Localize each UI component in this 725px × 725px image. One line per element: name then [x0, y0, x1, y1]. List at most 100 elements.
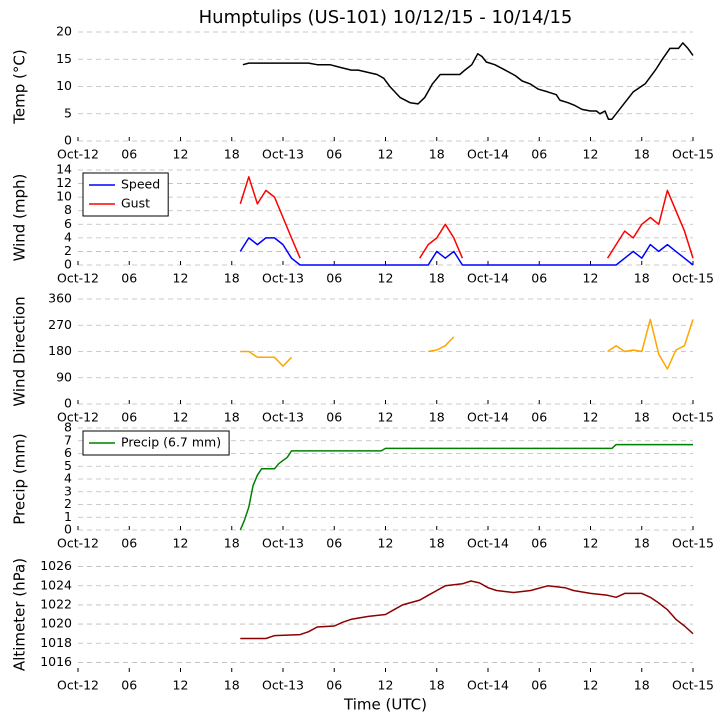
y-axis-label: Wind (mph)	[11, 174, 29, 262]
y-tick-label: 180	[48, 343, 72, 358]
x-tick-label: 06	[531, 536, 547, 551]
x-tick-label: 18	[224, 271, 240, 286]
y-tick-label: 2	[64, 496, 72, 511]
x-tick-label: 06	[326, 271, 342, 286]
x-tick-label: 18	[634, 678, 650, 693]
y-tick-label: 4	[64, 471, 72, 486]
legend-box	[82, 430, 230, 456]
x-tick-label: 12	[583, 147, 599, 162]
x-tick-label: 06	[121, 678, 137, 693]
x-tick-label: 18	[224, 147, 240, 162]
x-tick-label: 18	[224, 678, 240, 693]
series-line	[239, 176, 694, 259]
y-tick-label: 14	[56, 162, 72, 177]
x-tick-label: 18	[634, 147, 650, 162]
y-axis-label: Wind Direction	[11, 296, 29, 406]
x-tick-label: 12	[378, 410, 394, 425]
legend-label: Precip (6.7 mm)	[121, 435, 221, 450]
y-tick-label: 1018	[40, 635, 72, 650]
x-tick-label: 12	[173, 536, 189, 551]
x-tick-label: 12	[173, 410, 189, 425]
series-line	[240, 580, 694, 640]
x-tick-label: 06	[121, 271, 137, 286]
x-tick-label: 12	[583, 678, 599, 693]
y-tick-label: 3	[64, 483, 72, 498]
x-tick-label: 06	[326, 147, 342, 162]
x-tick-label: 18	[429, 410, 445, 425]
x-tick-label: Oct-12	[57, 271, 99, 286]
y-tick-label: 15	[56, 51, 72, 66]
x-tick-label: 12	[173, 678, 189, 693]
series-line	[239, 443, 693, 531]
x-tick-label: 06	[121, 410, 137, 425]
x-tick-label: 12	[173, 147, 189, 162]
x-axis-label: Time (UTC)	[343, 696, 427, 714]
y-tick-label: 6	[64, 445, 72, 460]
x-tick-label: Oct-12	[57, 410, 99, 425]
x-tick-label: 12	[378, 147, 394, 162]
x-tick-label: Oct-14	[467, 678, 509, 693]
x-tick-label: 06	[531, 410, 547, 425]
x-tick-label: 18	[634, 410, 650, 425]
legend-box	[82, 172, 169, 217]
x-tick-label: 18	[634, 536, 650, 551]
y-axis-label: Altimeter (hPa)	[11, 558, 29, 671]
y-tick-label: 8	[64, 420, 72, 435]
y-tick-label: 10	[56, 189, 72, 204]
series-line	[240, 318, 694, 370]
x-tick-label: Oct-14	[467, 410, 509, 425]
y-tick-label: 5	[64, 105, 72, 120]
y-tick-label: 8	[64, 202, 72, 217]
x-tick-label: Oct-15	[672, 536, 714, 551]
x-tick-label: Oct-13	[262, 271, 304, 286]
x-tick-label: Oct-12	[57, 147, 99, 162]
x-tick-label: Oct-15	[672, 410, 714, 425]
x-tick-label: Oct-14	[467, 147, 509, 162]
x-tick-label: 06	[531, 147, 547, 162]
x-tick-label: 06	[326, 410, 342, 425]
y-tick-label: 1022	[40, 596, 72, 611]
y-tick-label: 1020	[40, 616, 72, 631]
series-line	[242, 42, 694, 120]
x-tick-label: Oct-13	[262, 410, 304, 425]
x-tick-label: 12	[378, 271, 394, 286]
x-tick-label: 18	[224, 536, 240, 551]
x-tick-label: 12	[378, 678, 394, 693]
x-tick-label: 18	[429, 536, 445, 551]
y-tick-label: 270	[48, 317, 72, 332]
y-tick-label: 360	[48, 291, 72, 306]
y-tick-label: 2	[64, 243, 72, 258]
y-tick-label: 20	[56, 24, 72, 39]
y-tick-label: 12	[56, 175, 72, 190]
x-tick-label: 12	[378, 536, 394, 551]
y-tick-label: 1026	[40, 558, 72, 573]
x-tick-label: 06	[326, 678, 342, 693]
x-tick-label: 18	[429, 271, 445, 286]
legend-label: Speed	[121, 177, 160, 192]
x-tick-label: 06	[121, 536, 137, 551]
y-tick-label: 4	[64, 229, 72, 244]
x-tick-label: 18	[634, 271, 650, 286]
x-tick-label: Oct-12	[57, 536, 99, 551]
y-tick-label: 5	[64, 458, 72, 473]
y-tick-label: 1016	[40, 654, 72, 669]
x-tick-label: 12	[583, 410, 599, 425]
y-tick-label: 7	[64, 432, 72, 447]
x-tick-label: Oct-15	[672, 271, 714, 286]
x-tick-label: Oct-13	[262, 147, 304, 162]
y-tick-label: 1	[64, 509, 72, 524]
x-tick-label: 06	[121, 147, 137, 162]
x-tick-label: 06	[326, 536, 342, 551]
x-tick-label: 18	[429, 678, 445, 693]
legend-label: Gust	[121, 196, 150, 211]
y-tick-label: 0	[64, 257, 72, 272]
y-tick-label: 10	[56, 78, 72, 93]
x-tick-label: Oct-13	[262, 678, 304, 693]
chart-title: Humptulips (US-101) 10/12/15 - 10/14/15	[199, 7, 573, 28]
y-axis-label: Temp (°C)	[11, 49, 29, 124]
y-axis-label: Precip (mm)	[11, 433, 29, 524]
y-tick-label: 90	[56, 369, 72, 384]
y-tick-label: 0	[64, 133, 72, 148]
y-tick-label: 0	[64, 396, 72, 411]
